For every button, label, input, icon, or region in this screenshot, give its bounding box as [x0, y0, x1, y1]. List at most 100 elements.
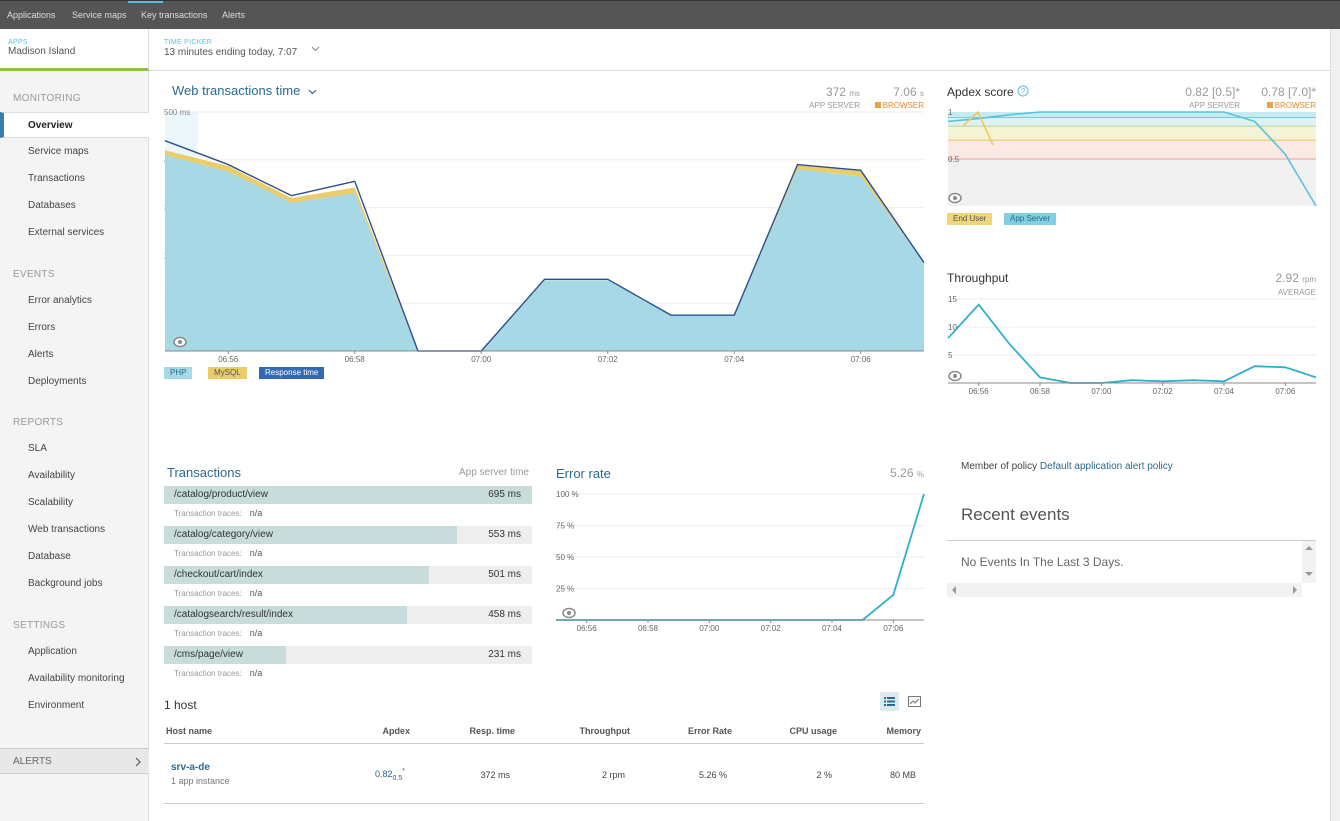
- sidebar-item-background-jobs[interactable]: Background jobs: [28, 578, 103, 589]
- sidebar-item-application[interactable]: Application: [28, 646, 77, 657]
- events-horizontal-scrollbar[interactable]: [947, 583, 1302, 597]
- x-tick-label: 07:02: [598, 355, 619, 364]
- sidebar-item-availability-monitoring[interactable]: Availability monitoring: [28, 673, 125, 684]
- sidebar-item-deployments[interactable]: Deployments: [28, 376, 87, 387]
- hosts-title: 1 host: [164, 698, 197, 712]
- scroll-left-icon[interactable]: [951, 586, 957, 594]
- x-tick-label: 07:06: [1275, 387, 1296, 396]
- nav-applications[interactable]: Applications: [7, 10, 56, 20]
- sidebar-item-errors[interactable]: Errors: [28, 322, 56, 333]
- eye-pupil: [953, 374, 957, 378]
- legend-app-server[interactable]: App Server: [1004, 213, 1057, 225]
- nav-service-maps[interactable]: Service maps: [72, 10, 127, 20]
- series-throughput-line: [947, 303, 1317, 384]
- transaction-traces: Transaction traces: n/a: [174, 588, 262, 598]
- col-apdex[interactable]: Apdex: [382, 726, 410, 736]
- sidebar-item-transactions[interactable]: Transactions: [28, 173, 85, 184]
- sidebar: MONITORING Overview Service maps Transac…: [0, 71, 149, 821]
- transaction-row[interactable]: /catalog/category/view 553 ms: [164, 526, 532, 544]
- host-name-link[interactable]: srv-a-de: [171, 762, 210, 773]
- sidebar-item-environment[interactable]: Environment: [28, 700, 85, 711]
- sidebar-item-service-maps[interactable]: Service maps: [28, 146, 89, 157]
- col-host-name[interactable]: Host name: [166, 726, 213, 736]
- list-view-button[interactable]: [880, 692, 899, 711]
- transaction-row[interactable]: /catalog/product/view 695 ms: [164, 486, 532, 504]
- nav-alerts[interactable]: Alerts: [222, 10, 246, 20]
- time-picker[interactable]: TIME PICKER 13 minutes ending today, 7:0…: [164, 39, 324, 65]
- page-scrollbar[interactable]: [1330, 29, 1340, 821]
- x-tick-label: 06:58: [638, 624, 659, 633]
- web-transactions-title[interactable]: Web transactions time: [172, 83, 317, 98]
- browser-label-text: BROWSER: [882, 101, 924, 110]
- col-memory[interactable]: Memory: [886, 726, 921, 736]
- col-resp-time[interactable]: Resp. time: [469, 726, 515, 736]
- sidebar-item-web-transactions[interactable]: Web transactions: [28, 524, 106, 535]
- scroll-down-icon[interactable]: [1305, 571, 1313, 577]
- x-tick-label: 07:00: [1091, 387, 1112, 396]
- eye-icon[interactable]: [948, 192, 962, 204]
- browser-swatch: [874, 102, 881, 108]
- series-response-time-line: [164, 140, 925, 352]
- policy-link[interactable]: Default application alert policy: [1039, 461, 1173, 472]
- eye-pupil: [567, 611, 571, 615]
- scroll-right-icon[interactable]: [1292, 586, 1298, 594]
- legend-response-time[interactable]: Response time: [259, 367, 325, 379]
- eye-icon[interactable]: [948, 370, 962, 382]
- events-vertical-scrollbar[interactable]: [1302, 541, 1316, 583]
- eye-icon[interactable]: [173, 336, 187, 348]
- browser-value: 7.06: [893, 85, 917, 99]
- col-throughput[interactable]: Throughput: [579, 726, 630, 736]
- traces-value: n/a: [249, 668, 263, 678]
- sidebar-item-databases[interactable]: Databases: [28, 200, 76, 211]
- transactions-title[interactable]: Transactions: [167, 465, 241, 480]
- alerts-drawer-toggle[interactable]: ALERTS: [0, 748, 149, 774]
- policy-prefix: Member of policy: [961, 461, 1038, 472]
- col-error-rate[interactable]: Error Rate: [687, 726, 732, 736]
- transaction-traces: Transaction traces: n/a: [174, 628, 262, 638]
- app-selector[interactable]: APPS Madison Island: [0, 29, 149, 71]
- throughput-title: Throughput: [947, 271, 1009, 285]
- legend-php[interactable]: PHP: [164, 367, 193, 379]
- chart-view-button[interactable]: [905, 692, 924, 711]
- transaction-row[interactable]: /cms/page/view 231 ms: [164, 646, 532, 664]
- x-tick-label: 06:56: [969, 387, 990, 396]
- sidebar-item-alerts[interactable]: Alerts: [28, 349, 54, 360]
- band-poor: [948, 140, 1316, 159]
- transaction-row[interactable]: /catalogsearch/result/index 458 ms: [164, 606, 532, 624]
- sidebar-item-scalability[interactable]: Scalability: [28, 497, 74, 508]
- transaction-bar: [164, 606, 407, 624]
- x-tick-label: 07:04: [822, 624, 843, 633]
- sidebar-item-database[interactable]: Database: [28, 551, 71, 562]
- x-tick-label: 06:56: [577, 624, 598, 633]
- help-icon[interactable]: ?: [1017, 85, 1029, 97]
- nav-key-transactions[interactable]: Key transactions: [141, 10, 208, 20]
- apdex-title: Apdex score ?: [947, 85, 1029, 99]
- band-fair: [948, 126, 1316, 141]
- col-cpu-usage[interactable]: CPU usage: [789, 726, 837, 736]
- transaction-traces: Transaction traces: n/a: [174, 508, 262, 518]
- sidebar-section-reports: REPORTS: [13, 417, 64, 428]
- scroll-up-icon[interactable]: [1305, 545, 1313, 551]
- error-rate-unit: %: [916, 470, 924, 479]
- browser-label: BROWSER: [866, 101, 924, 110]
- transaction-row[interactable]: /checkout/cart/index 501 ms: [164, 566, 532, 584]
- error-rate-title[interactable]: Error rate: [556, 466, 611, 481]
- table-header-divider: [164, 743, 924, 744]
- apdex-app-server-value: 0.82 [0.5]*: [1185, 85, 1240, 99]
- recent-events-list[interactable]: No Events In The Last 3 Days.: [947, 540, 1316, 598]
- sidebar-item-overview[interactable]: Overview: [0, 112, 149, 138]
- sidebar-item-error-analytics[interactable]: Error analytics: [28, 295, 92, 306]
- host-instances: 1 app instance: [171, 776, 230, 786]
- svg-text:?: ?: [1021, 87, 1026, 96]
- x-tick-label: 07:04: [1214, 387, 1235, 396]
- throughput-summary: 2.92 rpm: [1240, 271, 1316, 285]
- legend-end-user[interactable]: End User: [947, 213, 993, 225]
- y-tick-label: 50 %: [556, 553, 574, 562]
- sidebar-item-availability[interactable]: Availability: [28, 470, 76, 481]
- sidebar-item-sla[interactable]: SLA: [28, 443, 47, 454]
- host-apdex[interactable]: 0.820.5*: [330, 768, 405, 782]
- eye-icon[interactable]: [562, 607, 576, 619]
- transaction-traces: Transaction traces: n/a: [174, 548, 262, 558]
- sidebar-item-external-services[interactable]: External services: [28, 227, 105, 238]
- legend-mysql[interactable]: MySQL: [208, 367, 247, 379]
